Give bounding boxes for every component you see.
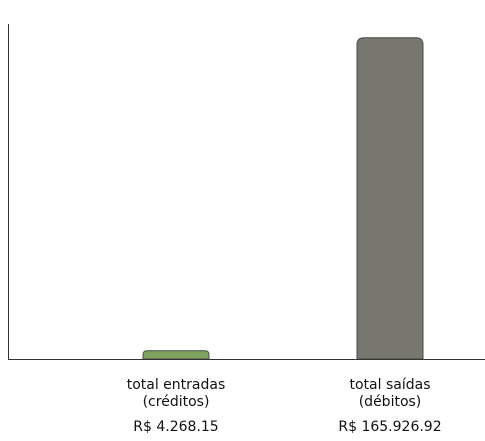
bars-group	[142, 37, 424, 360]
category-label-entradas: total entradas (créditos)	[91, 377, 261, 411]
category-label-saidas: total saídas (débitos)	[305, 377, 475, 411]
value-label-entradas: R$ 4.268.15	[133, 419, 219, 435]
category-label-saidas-line1: total saídas	[349, 377, 431, 393]
category-label-entradas-line1: total entradas	[126, 377, 226, 393]
category-label-entradas-line2: (créditos)	[142, 394, 210, 410]
bar-entradas	[142, 350, 210, 360]
bar-saidas	[356, 37, 424, 360]
value-label-saidas: R$ 165.926.92	[338, 419, 442, 435]
category-label-saidas-line2: (débitos)	[358, 394, 422, 410]
